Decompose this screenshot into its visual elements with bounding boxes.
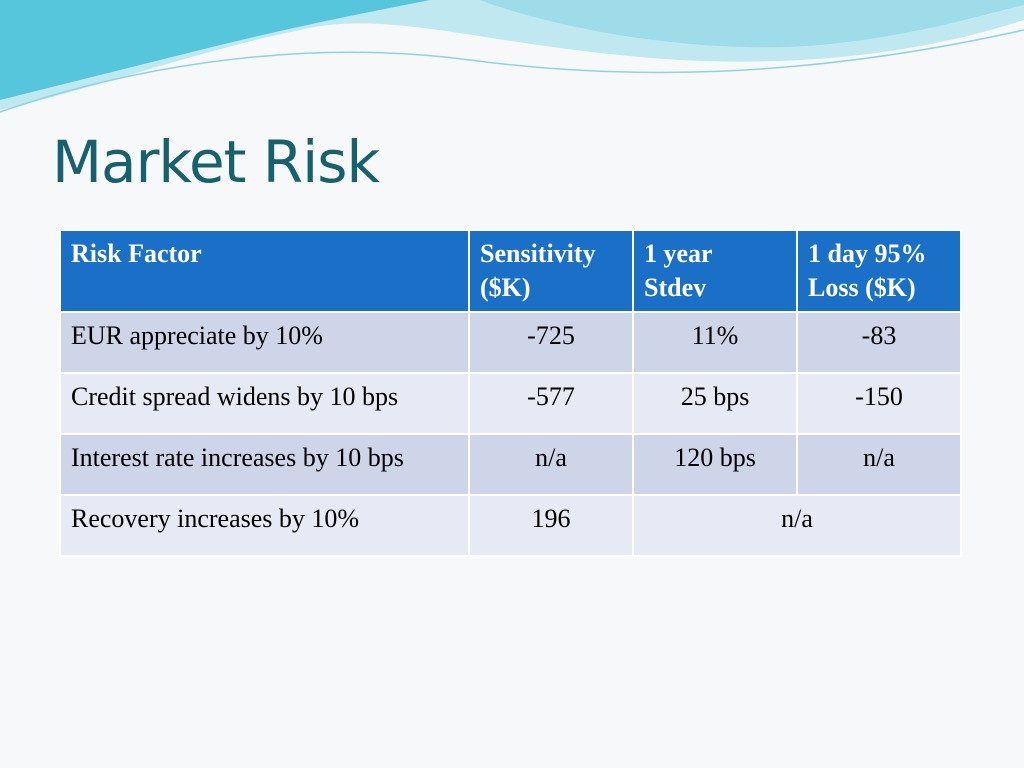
header-text: 1 year Stdev <box>644 239 713 302</box>
header-text: Sensitivity ($K) <box>480 239 596 302</box>
table-cell: -725 <box>468 311 634 374</box>
table-cell: -150 <box>796 372 962 435</box>
header-row: Risk Factor Sensitivity ($K) 1 year Stdev 1… <box>59 229 962 313</box>
slide-title: Market Risk <box>52 128 380 196</box>
header-cell: Sensitivity ($K) <box>468 229 634 313</box>
table-cell: 25 bps <box>632 372 798 435</box>
table-row: EUR appreciate by 10% -725 11% -83 <box>59 311 962 374</box>
table-cell: -577 <box>468 372 634 435</box>
header-text: 1 day 95% Loss ($K) <box>808 239 927 302</box>
header-cell: 1 year Stdev <box>632 229 798 313</box>
table-cell: 120 bps <box>632 433 798 496</box>
table-cell: n/a <box>796 433 962 496</box>
wave-right <box>480 0 1024 48</box>
table-row: Recovery increases by 10% 196 n/a <box>59 494 962 557</box>
table-cell: -83 <box>796 311 962 374</box>
risk-table: Risk Factor Sensitivity ($K) 1 year Stdev 1… <box>59 229 962 557</box>
wave-front <box>0 0 430 100</box>
table-cell: n/a <box>468 433 634 496</box>
header-cell: Risk Factor <box>59 229 470 313</box>
wave-line <box>0 29 1024 113</box>
table-cell: 11% <box>632 311 798 374</box>
table-cell: 196 <box>468 494 634 557</box>
table-row: Interest rate increases by 10 bps n/a 120 … <box>59 433 962 496</box>
table-cell: n/a <box>632 494 962 557</box>
table-row: Credit spread widens by 10 bps -577 25 bps… <box>59 372 962 435</box>
table-cell: Recovery increases by 10% <box>59 494 470 557</box>
header-cell: 1 day 95% Loss ($K) <box>796 229 962 313</box>
header-wave <box>0 0 1024 113</box>
table-cell: Interest rate increases by 10 bps <box>59 433 470 496</box>
table-cell: Credit spread widens by 10 bps <box>59 372 470 435</box>
table-cell: EUR appreciate by 10% <box>59 311 470 374</box>
header-text: Risk Factor <box>71 239 202 268</box>
